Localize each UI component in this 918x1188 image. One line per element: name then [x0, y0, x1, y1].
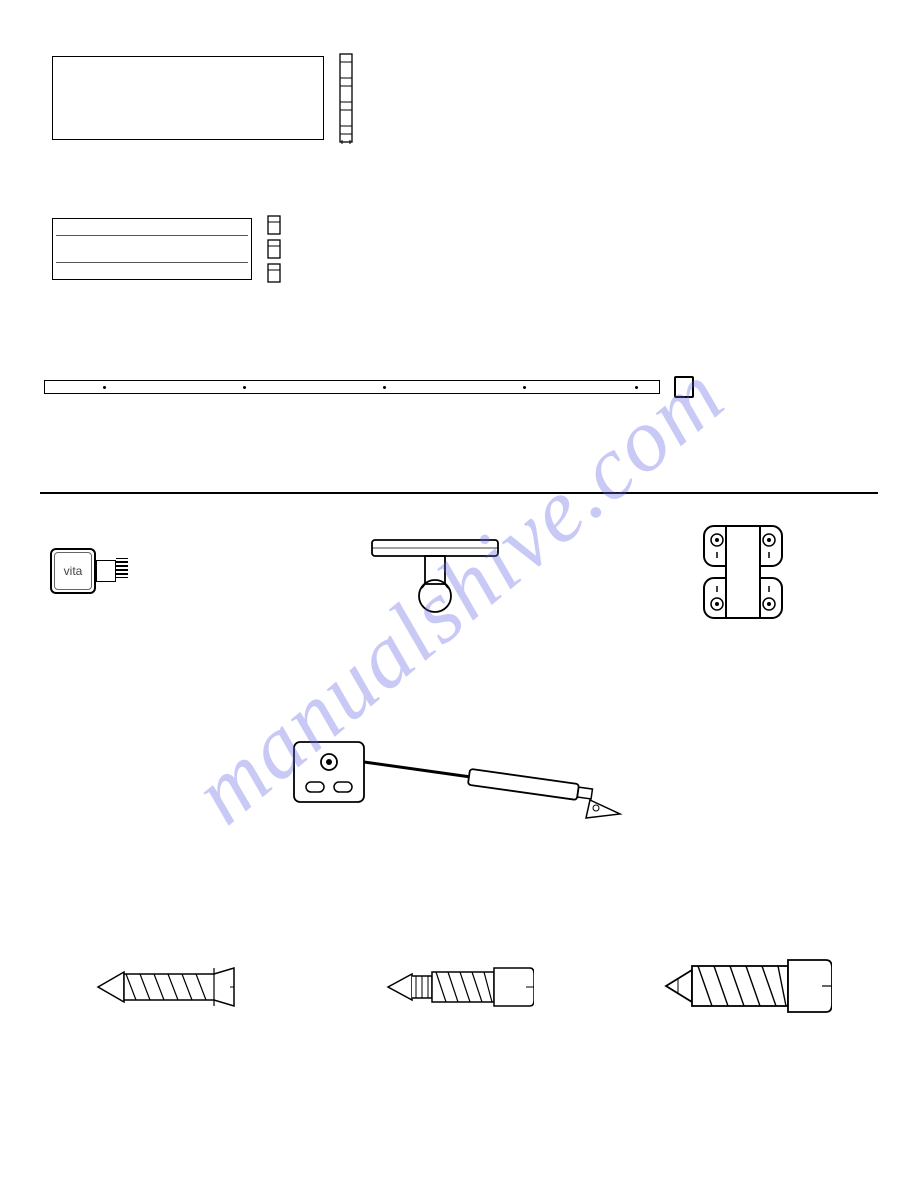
- knob-grip: [116, 558, 128, 584]
- bar-hole: [635, 386, 638, 389]
- knob-face: vita: [50, 548, 96, 594]
- bar-end-cap: [674, 376, 694, 398]
- profile-small: [266, 214, 282, 284]
- screw-pan-head-small: [386, 964, 534, 1015]
- bar-hole: [523, 386, 526, 389]
- section-divider: [40, 492, 878, 494]
- screw-flat-head: [96, 966, 236, 1013]
- screw-pan-head-large: [664, 958, 832, 1019]
- knob-label: vita: [64, 564, 83, 578]
- profile-large: [338, 52, 354, 144]
- bar-hole: [383, 386, 386, 389]
- long-bar: [44, 380, 660, 394]
- hinge-plate: [700, 522, 786, 627]
- panel-large: [52, 56, 324, 140]
- bar-hole: [103, 386, 106, 389]
- knob-assembly: vita: [50, 548, 96, 594]
- knob-stem: [96, 560, 116, 582]
- bar-hole: [243, 386, 246, 389]
- gas-strut: [290, 738, 630, 831]
- t-bracket: [370, 538, 500, 621]
- panel-small: [52, 218, 252, 280]
